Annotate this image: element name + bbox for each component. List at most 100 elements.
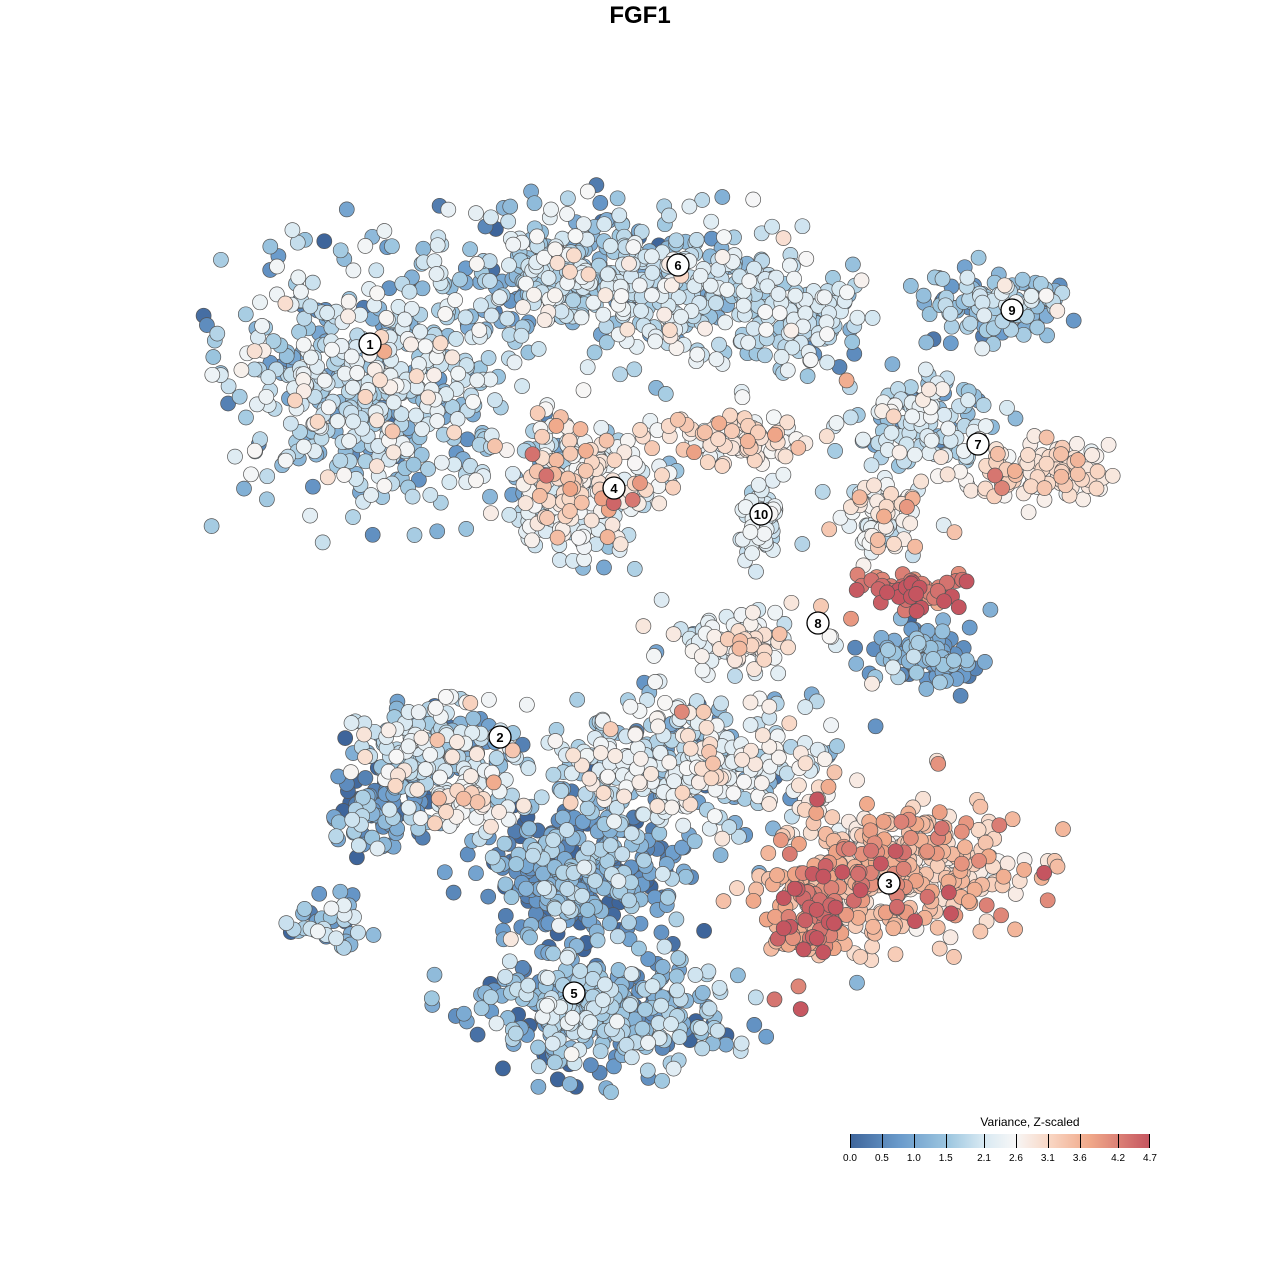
cell-point — [314, 534, 331, 551]
cell-point — [677, 868, 694, 885]
cell-point — [469, 1026, 486, 1043]
cell-point — [586, 344, 603, 361]
cell-point — [899, 499, 915, 515]
cell-point — [302, 298, 319, 315]
cell-point — [976, 307, 993, 324]
cell-point — [934, 381, 951, 398]
cell-point — [305, 478, 321, 495]
cell-point — [792, 1001, 809, 1017]
cell-point — [771, 626, 788, 642]
cell-point — [626, 561, 643, 577]
cell-point — [891, 444, 908, 461]
cell-point — [688, 232, 705, 248]
cell-point — [786, 880, 803, 897]
cell-point — [409, 781, 426, 798]
cell-point — [559, 881, 576, 897]
cell-point — [852, 882, 869, 899]
cell-point — [368, 262, 385, 279]
cell-point — [449, 734, 465, 750]
cluster-number: 3 — [885, 876, 892, 891]
cell-point — [750, 476, 767, 493]
cell-point — [790, 439, 807, 456]
cell-point — [821, 521, 838, 538]
colorbar-tick-label: 3.1 — [1040, 1153, 1055, 1164]
cell-point — [663, 1016, 679, 1032]
cell-point — [659, 889, 676, 906]
cell-point — [602, 238, 619, 254]
cell-point — [864, 938, 880, 955]
cell-point — [668, 911, 685, 928]
cell-point — [481, 691, 497, 708]
cell-point — [524, 532, 540, 549]
cell-point — [764, 218, 780, 235]
cell-point — [544, 1035, 561, 1052]
cell-point — [369, 458, 385, 475]
cell-point — [369, 840, 386, 857]
cell-point — [908, 586, 925, 602]
cell-point — [700, 963, 717, 980]
cell-point — [665, 626, 682, 642]
colorbar-tick-label: 2.6 — [1009, 1153, 1023, 1164]
cell-point — [779, 362, 796, 379]
cell-point — [842, 409, 859, 426]
cell-point — [621, 914, 637, 931]
cell-point — [907, 446, 923, 463]
cell-point — [349, 365, 366, 381]
cell-point — [816, 751, 833, 768]
cell-point — [566, 247, 582, 264]
cell-point — [623, 825, 640, 842]
cell-point — [813, 598, 829, 614]
cell-point — [316, 372, 333, 389]
cell-point — [209, 325, 226, 342]
cell-point — [438, 689, 454, 705]
cell-point — [864, 310, 881, 326]
cell-point — [597, 287, 614, 304]
cell-point — [839, 284, 855, 301]
cell-point — [319, 305, 336, 321]
cell-point — [744, 545, 760, 562]
cell-point — [742, 694, 759, 711]
cell-point — [572, 421, 589, 437]
cell-point — [592, 1043, 609, 1060]
cell-point — [701, 1000, 718, 1017]
cell-point — [287, 392, 303, 409]
cell-point — [429, 523, 446, 540]
cell-point — [958, 573, 975, 590]
cell-point — [411, 471, 427, 488]
cell-point — [706, 808, 723, 825]
cell-point — [465, 393, 481, 410]
cell-point — [782, 257, 798, 274]
cell-point — [609, 1013, 625, 1030]
cell-point — [252, 294, 268, 311]
cell-point — [826, 915, 842, 932]
cell-point — [919, 843, 936, 860]
cell-point — [866, 477, 882, 494]
cell-point — [420, 389, 436, 406]
cell-point — [950, 599, 967, 616]
cell-point — [357, 770, 374, 786]
cell-point — [1053, 468, 1070, 485]
cell-point — [482, 989, 499, 1006]
cell-point — [925, 651, 941, 667]
cell-point — [864, 675, 880, 692]
cell-point — [670, 950, 687, 966]
cell-point — [885, 920, 902, 937]
cell-point — [795, 941, 812, 958]
cell-point — [497, 876, 514, 893]
cell-point — [675, 817, 692, 834]
cell-point — [1100, 436, 1117, 453]
cell-point — [661, 754, 678, 771]
cell-point — [865, 918, 881, 935]
cell-point — [802, 352, 819, 368]
cell-point — [993, 907, 1009, 924]
cell-point — [603, 1084, 619, 1101]
cell-point — [716, 229, 732, 246]
cell-point — [711, 415, 727, 432]
cell-point — [907, 538, 923, 555]
cell-point — [595, 785, 612, 801]
cell-point — [974, 340, 991, 357]
cell-point — [468, 256, 485, 272]
cell-point — [960, 392, 977, 409]
cell-point — [686, 444, 702, 461]
cell-point — [385, 444, 402, 461]
